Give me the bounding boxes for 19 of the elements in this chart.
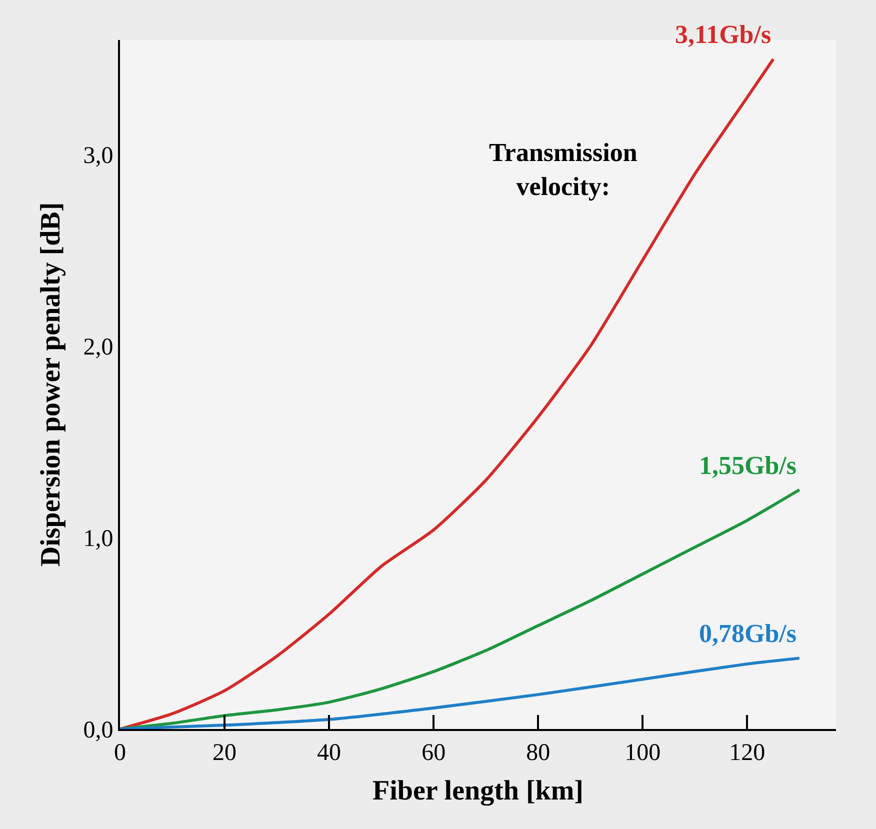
y-tick-label: 3,0 — [83, 143, 114, 170]
y-tick-label: 2,0 — [83, 334, 114, 361]
x-tick-label: 40 — [317, 740, 342, 766]
x-tick-label: 100 — [624, 740, 661, 766]
series-label: 3,11Gb/s — [675, 20, 772, 49]
line-series — [120, 488, 801, 729]
annotation: Transmission velocity: — [489, 138, 638, 201]
x-tick-label: 20 — [212, 740, 237, 766]
x-tick-label: 120 — [729, 740, 766, 766]
x-axis-title: Fiber length [km] — [372, 775, 584, 806]
y-tick-label: 0,0 — [83, 717, 114, 744]
series-label: 1,55Gb/s — [699, 451, 797, 480]
x-tick-label: 60 — [422, 740, 446, 766]
x-tick-label: 0 — [114, 740, 126, 766]
line-series — [120, 656, 801, 729]
y-axis-title: Dispersion power penalty [dB] — [35, 202, 66, 567]
x-tick-label: 80 — [526, 740, 550, 766]
y-tick-label: 1,0 — [83, 526, 114, 552]
series-label: 0,78Gb/s — [699, 619, 797, 648]
